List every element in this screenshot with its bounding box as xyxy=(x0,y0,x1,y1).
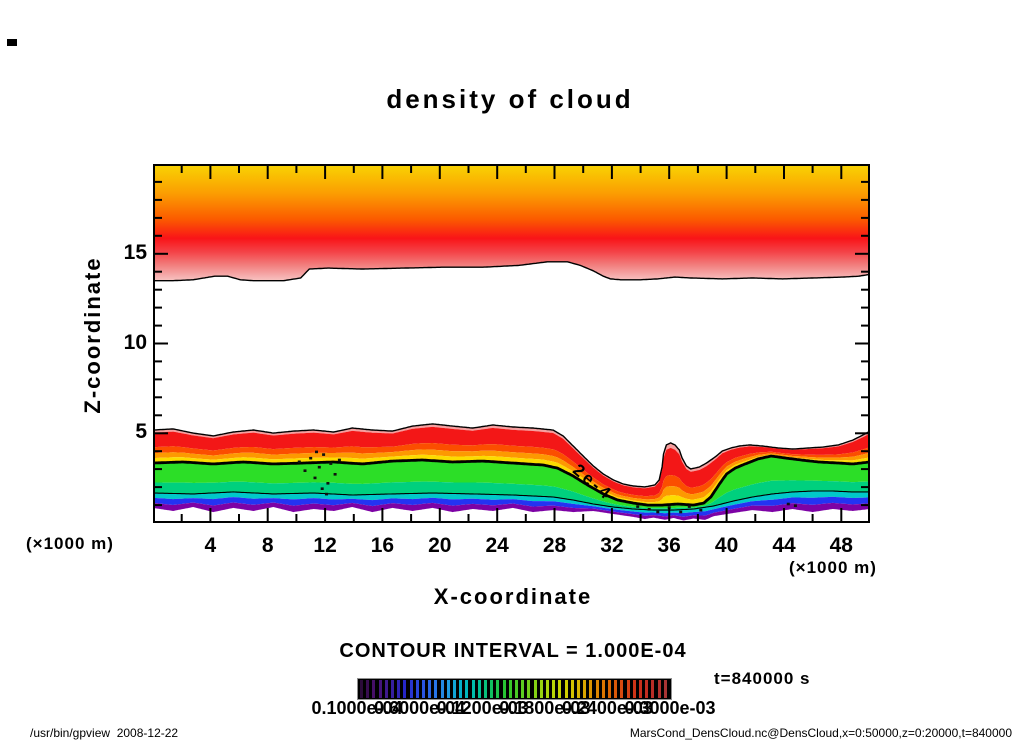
colorbar-stripe xyxy=(645,680,649,698)
colorbar-stripe xyxy=(465,680,469,698)
footer-file-info: MarsCond_DensCloud.nc@DensCloud,x=0:5000… xyxy=(629,726,1012,740)
colorbar-label: 0.1800e-03 xyxy=(499,698,591,718)
time-annotation: t=840000 s xyxy=(714,669,811,688)
plot-area: 2e-4 4 8 12 16 20 24 28 32 36 40 44 48 5 10 15 xyxy=(124,164,871,557)
colorbar-stripe xyxy=(422,680,425,698)
colorbar-stripe xyxy=(391,680,394,698)
colorbar-stripe xyxy=(490,680,494,698)
colorbar-stripe xyxy=(434,680,438,698)
y-axis-title: Z-coordinate xyxy=(80,256,105,414)
colorbar-stripe xyxy=(502,680,506,698)
contour-interval-label: CONTOUR INTERVAL = 1.000E-04 xyxy=(339,640,687,662)
colorbar-stripe xyxy=(366,680,370,698)
colorbar-labels: 0.1000e-04 0.6000e-04 0.1200e-03 0.1800e-03… xyxy=(311,698,715,718)
colorbar-stripe xyxy=(601,680,605,698)
colorbar-stripe xyxy=(583,680,587,698)
colorbar-stripe xyxy=(608,680,611,698)
colorbar-stripe xyxy=(620,680,624,698)
colorbar-stripe xyxy=(589,680,593,698)
y-tick-label: 10 xyxy=(123,330,147,354)
colorbar-stripe xyxy=(657,680,661,698)
corner-mark xyxy=(7,39,17,46)
colorbar-stripe xyxy=(397,680,401,698)
x-tick-label: 40 xyxy=(714,534,739,557)
colorbar-stripe xyxy=(564,680,568,698)
x-tick-label: 16 xyxy=(370,534,395,557)
colorbar-stripe xyxy=(558,680,562,698)
colorbar-stripe xyxy=(533,680,537,698)
colorbar-stripe xyxy=(484,680,487,698)
colorbar-stripe xyxy=(378,680,382,698)
colorbar-stripe xyxy=(508,680,512,698)
colorbar-stripe xyxy=(626,680,630,698)
colorbar-stripe xyxy=(515,680,518,698)
colorbar-stripe xyxy=(477,680,481,698)
x-tick-label: 28 xyxy=(542,534,567,557)
axis-ticks xyxy=(155,166,868,521)
x-tick-label: 24 xyxy=(485,534,509,557)
colorbar-stripe xyxy=(570,680,574,698)
x-axis-unit-label: (×1000 m) xyxy=(789,558,877,577)
colorbar-stripe xyxy=(651,680,655,698)
x-tick-label: 48 xyxy=(829,534,853,557)
colorbar-stripe xyxy=(552,680,556,698)
colorbar-stripe xyxy=(428,680,432,698)
colorbar-stripe xyxy=(453,680,456,698)
colorbar xyxy=(357,678,672,700)
colorbar-stripe xyxy=(614,680,618,698)
upper-cloud-region xyxy=(153,164,871,282)
contour-speckles xyxy=(297,450,797,514)
x-tick-label: 32 xyxy=(600,534,624,557)
colorbar-stripe xyxy=(632,680,636,698)
contour-plot: 2e-4 xyxy=(152,164,871,523)
colorbar-stripe xyxy=(546,680,549,698)
colorbar-stripe xyxy=(471,680,475,698)
contour-line-2e-4 xyxy=(153,454,871,507)
x-axis-title: X-coordinate xyxy=(433,584,593,609)
colorbar-stripe xyxy=(384,680,388,698)
y-tick-label: 5 xyxy=(135,420,147,444)
colorbar-stripe xyxy=(521,680,525,698)
x-tick-label: 20 xyxy=(428,534,452,557)
colorbar-stripe xyxy=(372,680,376,698)
colorbar-label: 0.1000e-04 xyxy=(311,698,403,718)
y-tick-label: 15 xyxy=(123,240,147,264)
colorbar-stripe xyxy=(459,680,463,698)
colorbar-label: 0.6000e-04 xyxy=(374,698,466,718)
x-tick-label: 12 xyxy=(313,534,337,557)
y-axis-unit-label: (×1000 m) xyxy=(26,534,114,553)
colorbar-stripe xyxy=(446,680,450,698)
colorbar-stripe xyxy=(527,680,531,698)
plot-border xyxy=(153,164,870,523)
colorbar-stripe xyxy=(595,680,599,698)
lower-cloud-region xyxy=(152,423,871,521)
x-tick-label: 44 xyxy=(772,534,796,557)
colorbar-stripe xyxy=(409,680,413,698)
x-tick-label: 8 xyxy=(261,534,274,557)
colorbar-stripe xyxy=(496,680,500,698)
colorbar-stripe xyxy=(440,680,444,698)
colorbar-label: 0.3000e-03 xyxy=(624,698,716,718)
colorbar-stripe xyxy=(539,680,543,698)
colorbar-stripe xyxy=(360,680,363,698)
page-title: density of cloud xyxy=(386,84,634,114)
x-tick-label: 4 xyxy=(204,534,217,557)
colorbar-stripe xyxy=(639,680,642,698)
x-tick-label: 36 xyxy=(657,534,681,557)
colorbar-stripe xyxy=(577,680,580,698)
colorbar-stripe xyxy=(663,680,667,698)
colorbar-label: 0.2400e-03 xyxy=(561,698,653,718)
colorbar-stripe xyxy=(403,680,407,698)
footer-program-date: /usr/bin/gpview 2008-12-22 xyxy=(30,726,179,740)
colorbar-stripe xyxy=(415,680,419,698)
colorbar-label: 0.1200e-03 xyxy=(436,698,528,718)
